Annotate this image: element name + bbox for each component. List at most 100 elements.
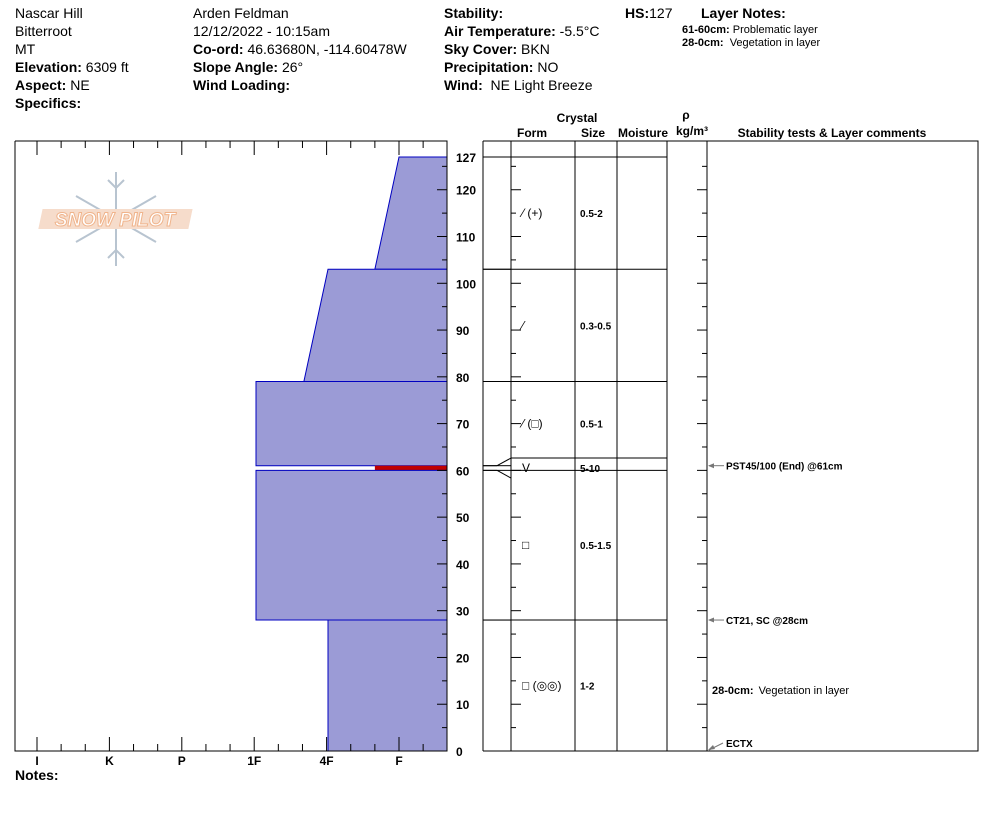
elevation-label: Elevation:: [15, 59, 82, 75]
air-temp-value: -5.5°C: [559, 23, 600, 39]
col-form: Form: [517, 126, 547, 140]
sky-cover: Sky Cover: BKN: [444, 40, 550, 58]
datetime: 12/12/2022 - 10:15am: [193, 23, 330, 39]
hardness-label: P: [178, 754, 186, 768]
wind-loading: Wind Loading:: [193, 76, 290, 94]
wind-label: Wind:: [444, 77, 483, 93]
hardness-label: 4F: [320, 754, 334, 768]
precipitation: Precipitation: NO: [444, 58, 558, 76]
layer-note-text: Vegetation in layer: [729, 37, 821, 49]
slope: Slope Angle: 26°: [193, 58, 303, 76]
wind: Wind: NE Light Breeze: [444, 76, 592, 94]
depth-label: 70: [456, 418, 470, 432]
stability-test: ECTX: [726, 739, 753, 750]
state-name: MT: [15, 41, 36, 57]
arrow-head-icon: [708, 745, 715, 750]
depth-label: 90: [456, 324, 470, 338]
hardness-layer-bar: [303, 268, 448, 383]
layer-note-range: 28-0cm:: [682, 37, 724, 49]
aspect: Aspect: NE: [15, 76, 90, 94]
range-name: Bitterroot: [15, 23, 72, 39]
sky-value: BKN: [521, 41, 550, 57]
slope-label: Slope Angle:: [193, 59, 279, 75]
notes-label: Notes:: [15, 767, 59, 783]
layer-note-range: 61-60cm:: [682, 24, 730, 36]
layer-note-text: Problematic layer: [732, 24, 818, 36]
crystal-form: □: [522, 538, 529, 552]
hs: HS:127: [625, 4, 672, 22]
layer-connector: [496, 457, 512, 467]
coord-label: Co-ord:: [193, 41, 244, 57]
stability-label: Stability:: [444, 5, 504, 21]
depth-label: 120: [456, 184, 476, 198]
precip-label: Precipitation:: [444, 59, 534, 75]
table-frame: [483, 140, 979, 752]
hardness-label: K: [105, 754, 114, 768]
arrow-head-icon: [708, 463, 714, 469]
snowpilot-logo: SNOW PILOT: [38, 172, 193, 266]
layer-comment-range: 28-0cm:: [712, 685, 754, 697]
hs-value: 127: [649, 5, 673, 21]
depth-label: 127: [456, 151, 476, 165]
air-temp-label: Air Temperature:: [444, 23, 556, 39]
col-density: kg/m³: [676, 124, 708, 138]
layer-note: 28-0cm: Vegetation in layer: [682, 37, 820, 50]
wind-loading-label: Wind Loading:: [193, 77, 291, 93]
hardness-layer-bar: [327, 619, 448, 752]
hardness-label: I: [35, 754, 38, 768]
air-temp: Air Temperature: -5.5°C: [444, 22, 600, 40]
specifics: Specifics:: [15, 94, 81, 112]
depth-label: 110: [456, 231, 476, 245]
col-size: Size: [581, 126, 605, 140]
depth-label: 100: [456, 277, 476, 291]
observer: Arden Feldman: [193, 5, 289, 21]
precip-value: NO: [537, 59, 559, 75]
problem-layer-mark: [374, 465, 447, 471]
location-name: Nascar Hill: [15, 5, 83, 21]
depth-label: 10: [456, 698, 470, 712]
coord: Co-ord: 46.63680N, -114.60478W: [193, 40, 407, 58]
hardness-label: F: [395, 754, 402, 768]
depth-label: 50: [456, 511, 470, 525]
hs-label: HS:: [625, 5, 650, 21]
elevation-value: 6309 ft: [85, 59, 129, 75]
depth-label: 20: [456, 651, 470, 665]
crystal-form: ⁄ (□): [519, 417, 543, 431]
hardness-layer-bar: [255, 381, 448, 467]
wind-value: NE Light Breeze: [490, 77, 593, 93]
layer-notes-label: Layer Notes:: [701, 5, 786, 21]
logo-text: SNOW PILOT: [55, 210, 177, 231]
aspect-value: NE: [70, 77, 90, 93]
layer-comment: 28-0cm: Vegetation in layer: [712, 685, 849, 697]
elevation: Elevation: 6309 ft: [15, 58, 129, 76]
crystal-form: □ (◎◎): [522, 679, 562, 693]
hardness-layer-bar: [374, 156, 448, 270]
layer-notes-title: Layer Notes:: [701, 4, 786, 22]
stability-test: PST45/100 (End) @61cm: [726, 462, 843, 473]
layer-comment-text: Vegetation in layer: [759, 685, 850, 697]
col-rho: ρ: [682, 108, 689, 122]
crystal-size: 0.5-1.5: [580, 541, 612, 552]
crystal-form: ⁄ (+): [519, 206, 542, 220]
crystal-size: 0.3-0.5: [580, 321, 612, 332]
crystal-size: 0.5-1: [580, 420, 603, 431]
sky-label: Sky Cover:: [444, 41, 518, 57]
stability: Stability:: [444, 4, 503, 22]
col-moisture: Moisture: [618, 126, 668, 140]
layer-note: 61-60cm: Problematic layer: [682, 24, 818, 37]
depth-label: 40: [456, 558, 470, 572]
hardness-label: 1F: [247, 754, 261, 768]
depth-label: 80: [456, 371, 470, 385]
logo-band: [38, 209, 193, 229]
depth-label: 30: [456, 605, 470, 619]
layer-connector: [496, 469, 512, 479]
arrow-head-icon: [708, 617, 714, 623]
slope-value: 26°: [281, 59, 304, 75]
depth-label: 60: [456, 464, 470, 478]
crystal-size: 0.5-2: [580, 209, 603, 220]
col-crystal: Crystal: [557, 111, 598, 125]
crystal-form: V: [522, 461, 530, 475]
depth-label: 0: [456, 745, 463, 759]
specifics-label: Specifics:: [15, 95, 82, 111]
